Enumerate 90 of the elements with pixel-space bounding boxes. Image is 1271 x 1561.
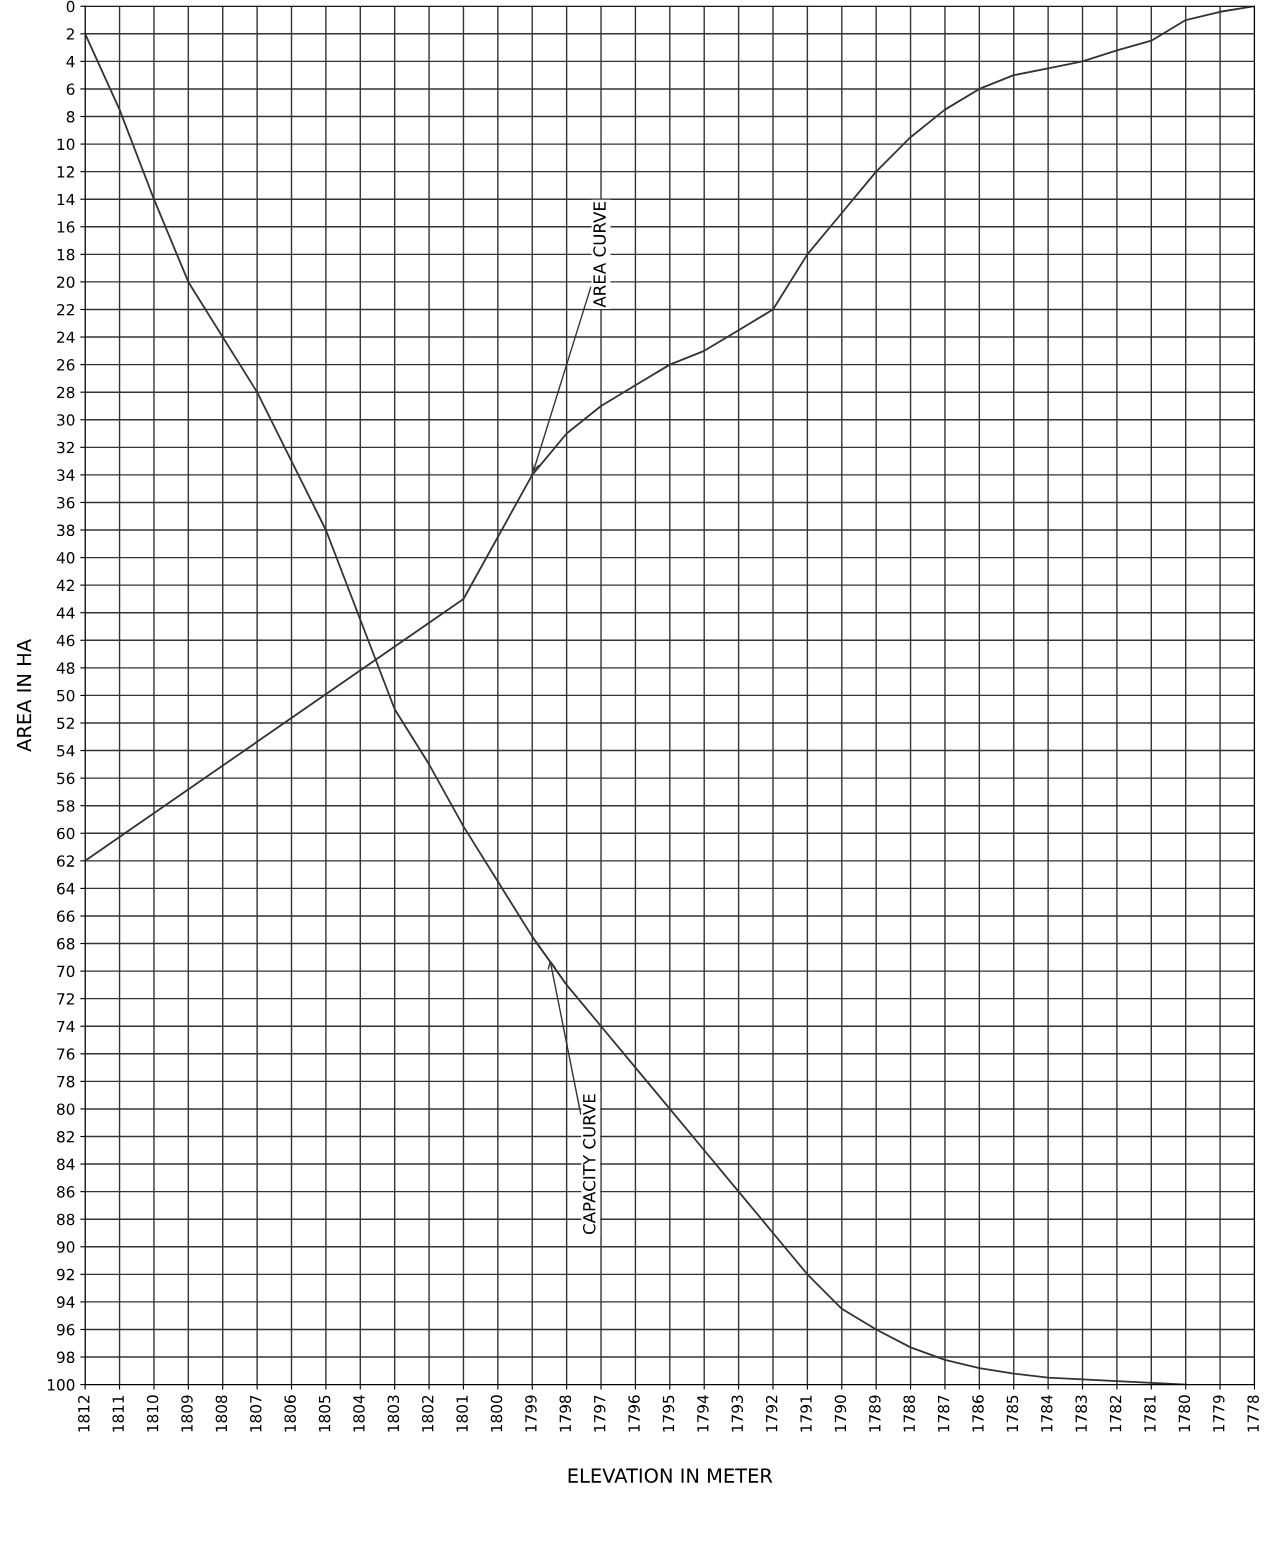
y-tick-label: 42 — [56, 579, 74, 591]
y-tick-label: 34 — [57, 469, 75, 481]
x-tick-label: 1778 — [1247, 1395, 1259, 1432]
y-tick-label: 76 — [57, 1048, 75, 1060]
x-tick-label: 1796 — [628, 1395, 640, 1432]
x-tick-label: 1784 — [1041, 1395, 1053, 1432]
y-tick-label: 82 — [57, 1130, 74, 1143]
y-tick-label: 72 — [57, 993, 74, 1005]
y-tick-label: 36 — [57, 496, 75, 509]
x-tick-label: 1789 — [869, 1395, 881, 1432]
y-tick-label: 24 — [57, 331, 75, 343]
x-tick-label: 1801 — [456, 1395, 468, 1432]
x-tick-label: 1809 — [181, 1395, 193, 1432]
y-tick-label: 64 — [57, 882, 75, 895]
x-tick-label: 1781 — [1144, 1395, 1156, 1432]
x-tick-label: 1806 — [284, 1395, 296, 1432]
x-tick-label: 1800 — [490, 1395, 503, 1432]
x-tick-label: 1808 — [215, 1395, 228, 1432]
y-tick-label: 90 — [56, 1241, 75, 1253]
annotation: CAPACITY CURVE — [582, 1094, 596, 1235]
y-tick-label: 58 — [57, 800, 75, 812]
y-tick-label: 4 — [66, 56, 75, 68]
x-tick-label: 1786 — [972, 1395, 984, 1432]
x-tick-label: 1792 — [765, 1395, 778, 1432]
y-tick-label: 14 — [57, 193, 75, 206]
x-tick-label: 1811 — [112, 1395, 124, 1432]
y-tick-label: 32 — [57, 441, 74, 454]
x-tick-label: 1798 — [559, 1395, 572, 1432]
y-tick-label: 84 — [57, 1158, 75, 1171]
y-tick-label: 50 — [57, 689, 75, 702]
y-tick-label: 94 — [56, 1296, 75, 1308]
y-tick-label: 60 — [57, 827, 75, 840]
y-axis-title: AREA IN HA — [16, 639, 32, 752]
y-tick-label: 66 — [57, 910, 75, 922]
y-tick-label: 46 — [56, 634, 75, 647]
x-tick-label: 1810 — [146, 1395, 159, 1432]
x-tick-label: 1785 — [1006, 1395, 1019, 1432]
y-tick-label: 22 — [57, 303, 74, 316]
y-tick-label: 52 — [57, 717, 74, 730]
y-tick-label: 16 — [57, 221, 75, 233]
x-tick-label: 1802 — [421, 1395, 434, 1432]
y-tick-label: 88 — [57, 1213, 75, 1226]
y-tick-label: 56 — [57, 772, 75, 785]
y-tick-label: 0 — [66, 0, 75, 13]
y-tick-label: 48 — [56, 662, 75, 674]
y-tick-label: 10 — [57, 138, 75, 151]
y-tick-label: 20 — [57, 276, 75, 288]
x-tick-label: 1807 — [249, 1395, 262, 1432]
x-tick-label: 1782 — [1109, 1395, 1122, 1432]
x-tick-label: 1790 — [834, 1395, 847, 1432]
y-tick-label: 12 — [57, 166, 74, 178]
y-tick-label: 100 — [47, 1379, 75, 1391]
y-tick-label: 92 — [56, 1268, 74, 1281]
y-tick-label: 62 — [57, 855, 74, 867]
x-tick-label: 1795 — [662, 1395, 675, 1432]
y-tick-label: 30 — [57, 414, 75, 426]
x-tick-label: 1788 — [903, 1395, 915, 1432]
y-tick-label: 38 — [57, 524, 75, 537]
y-tick-label: 26 — [57, 359, 75, 371]
x-tick-label: 1780 — [1178, 1395, 1191, 1432]
x-tick-label: 1799 — [525, 1395, 537, 1432]
y-tick-label: 40 — [56, 552, 75, 564]
y-tick-label: 8 — [66, 110, 75, 123]
y-tick-label: 6 — [66, 83, 75, 95]
y-tick-label: 44 — [56, 607, 75, 619]
y-tick-label: 18 — [57, 248, 75, 261]
y-tick-label: 78 — [57, 1075, 75, 1088]
x-tick-label: 1803 — [387, 1395, 400, 1432]
x-tick-label: 1783 — [1075, 1395, 1087, 1432]
y-tick-label: 86 — [57, 1186, 75, 1198]
y-tick-label: 80 — [57, 1103, 75, 1115]
y-tick-label: 2 — [66, 28, 74, 40]
x-tick-label: 1793 — [731, 1395, 744, 1432]
annotation: AREA CURVE — [593, 202, 606, 308]
y-tick-label: 28 — [57, 386, 75, 399]
y-tick-label: 96 — [56, 1323, 75, 1336]
x-tick-label: 1791 — [800, 1395, 812, 1432]
x-tick-label: 1779 — [1212, 1395, 1225, 1432]
x-tick-label: 1805 — [318, 1395, 331, 1432]
y-tick-label: 54 — [57, 745, 75, 757]
x-tick-label: 1787 — [937, 1395, 950, 1432]
y-tick-label: 68 — [57, 938, 75, 950]
x-tick-label: 1804 — [353, 1395, 365, 1432]
x-axis-title: ELEVATION IN METER — [568, 1468, 773, 1483]
x-tick-label: 1812 — [78, 1395, 90, 1432]
y-tick-label: 74 — [57, 1020, 75, 1033]
y-tick-label: 70 — [57, 965, 75, 978]
x-tick-label: 1794 — [697, 1395, 709, 1432]
y-tick-label: 98 — [56, 1351, 75, 1364]
x-tick-label: 1797 — [593, 1395, 606, 1432]
